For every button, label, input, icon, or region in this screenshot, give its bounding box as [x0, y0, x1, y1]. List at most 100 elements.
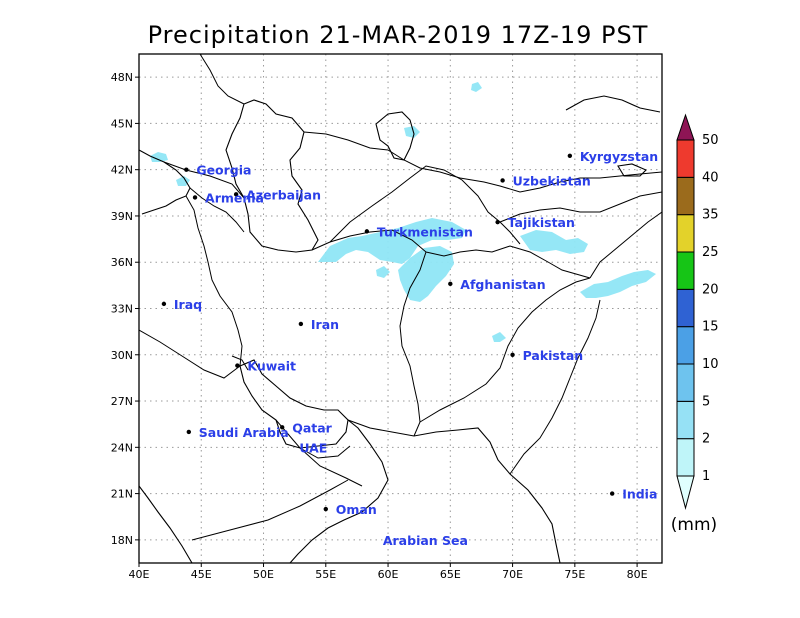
border-caucasus — [163, 161, 245, 199]
place-label-armenia: Armenia — [205, 190, 264, 205]
border-iraq-saudi — [139, 329, 241, 379]
place-marker-qatar — [280, 425, 285, 430]
colorbar-level-label: 25 — [702, 245, 719, 260]
border-yemen-oman — [191, 479, 349, 541]
place-marker-saudi-arabia — [186, 429, 192, 435]
place-marker-uzbekistan — [500, 178, 505, 183]
border-pakistan-india — [509, 299, 601, 475]
place-label-iran: Iran — [311, 317, 339, 332]
precip-area-turkmenistan — [318, 218, 466, 264]
place-marker-tajikistan — [495, 219, 500, 225]
lat-tick-label: 27N — [111, 395, 133, 408]
border-turkey-iran — [185, 195, 243, 367]
lat-tick-label: 45N — [111, 117, 133, 130]
place-marker-azerbaijan — [233, 192, 239, 197]
border-armenia-azerbaijan — [189, 187, 245, 233]
lon-tick-label: 60E — [378, 568, 399, 581]
place-label-saudi-arabia: Saudi Arabia — [199, 425, 289, 440]
lat-tick-label: 21N — [111, 488, 133, 501]
colorbar-swatch — [676, 363, 695, 402]
border-qatar-uae — [299, 445, 351, 459]
place-label-pakistan: Pakistan — [523, 348, 584, 363]
place-label-oman: Oman — [336, 502, 377, 517]
graticule — [139, 54, 662, 563]
precip-area-aral — [404, 126, 420, 138]
map-area — [139, 54, 662, 563]
border-iran-afghanistan — [399, 251, 427, 437]
colorbar-level-label: 15 — [702, 320, 719, 335]
map-title: Precipitation 21-MAR-2019 17Z-19 PST — [148, 21, 649, 49]
precip-area-kazakhstan — [471, 82, 482, 92]
border-kuwait — [231, 355, 249, 371]
caspian-sea-coast — [225, 99, 319, 253]
colorbar-level-label: 35 — [702, 208, 719, 223]
coastlines — [139, 95, 661, 563]
lat-tick-label: 18N — [111, 534, 133, 547]
border-saudi-east — [275, 419, 363, 487]
precip-area-afghanistan — [398, 246, 454, 302]
place-marker-pakistan — [510, 352, 515, 357]
place-marker-oman — [323, 506, 328, 512]
persian-gulf-coast — [239, 359, 349, 449]
lat-tick-label: 24N — [111, 441, 133, 454]
lat-tick-label: 39N — [111, 210, 133, 223]
red-sea-coast — [139, 485, 193, 563]
place-marker-kuwait — [235, 363, 240, 368]
colorbar-swatch — [676, 400, 695, 440]
place-marker-armenia — [192, 195, 198, 200]
border-russia-kazakhstan — [199, 54, 245, 105]
place-marker-georgia — [184, 167, 189, 172]
border-kyrgyz-tajik — [499, 191, 662, 223]
place-label-turkmenistan: Turkmenistan — [377, 224, 473, 239]
precip-area-kashmir — [580, 270, 656, 298]
balkhash-coast — [565, 95, 661, 113]
border-kazakhstan-south — [303, 131, 662, 193]
issyk-kul-coast — [617, 163, 647, 177]
makran-coast — [347, 419, 561, 563]
place-marker-kyrgyzstan — [567, 153, 573, 158]
colorbar-lower-extension — [676, 475, 695, 510]
lat-tick-label: 48N — [111, 71, 133, 84]
precip-area-tajikistan — [520, 230, 588, 254]
colorbar-swatch — [676, 438, 695, 477]
colorbar-swatch — [676, 288, 695, 328]
colorbar-level-label: 20 — [702, 282, 719, 297]
lon-tick-label: 70E — [502, 568, 523, 581]
colorbar-level-label: 5 — [702, 394, 710, 409]
longitude-axis: 40E 45E 50E 55E 60E 65E 70E 75E 80E — [129, 563, 648, 581]
place-label-afghanistan: Afghanistan — [460, 277, 545, 292]
lat-tick-label: 30N — [111, 349, 133, 362]
place-label-kyrgyzstan: Kyrgyzstan — [580, 149, 658, 164]
place-marker-iraq — [161, 301, 167, 307]
lat-tick-label: 42N — [111, 164, 133, 177]
colorbar-level-label: 40 — [702, 170, 719, 185]
place-marker-india — [609, 491, 615, 496]
place-label-arabian-sea: Arabian Sea — [383, 533, 468, 548]
place-label-tajikistan: Tajikistan — [508, 215, 575, 230]
lon-tick-label: 45E — [191, 568, 212, 581]
colorbar-swatch — [676, 139, 695, 178]
colorbar-level-label: 1 — [702, 469, 710, 484]
precip-area-iran-north — [376, 266, 390, 278]
place-marker-iran — [298, 321, 304, 327]
border-afghanistan-pakistan — [419, 277, 591, 423]
place-label-iraq: Iraq — [174, 297, 202, 312]
precip-area-caucasus — [150, 152, 168, 162]
place-marker-turkmenistan — [364, 229, 370, 234]
lon-tick-label: 50E — [253, 568, 274, 581]
colorbar-level-label: 10 — [702, 357, 719, 372]
country-borders — [139, 54, 662, 541]
place-label-georgia: Georgia — [196, 163, 251, 178]
colorbar-units: (mm) — [671, 515, 717, 535]
colorbar-swatch — [676, 176, 695, 216]
place-label-kuwait: Kuwait — [247, 359, 296, 374]
colorbar-swatch — [676, 251, 695, 290]
lon-tick-label: 80E — [627, 568, 648, 581]
place-label-uzbekistan: Uzbekistan — [513, 173, 591, 188]
colorbar-level-label: 50 — [702, 133, 719, 148]
colorbar-level-label: 2 — [702, 432, 710, 447]
border-china-west — [589, 211, 662, 279]
